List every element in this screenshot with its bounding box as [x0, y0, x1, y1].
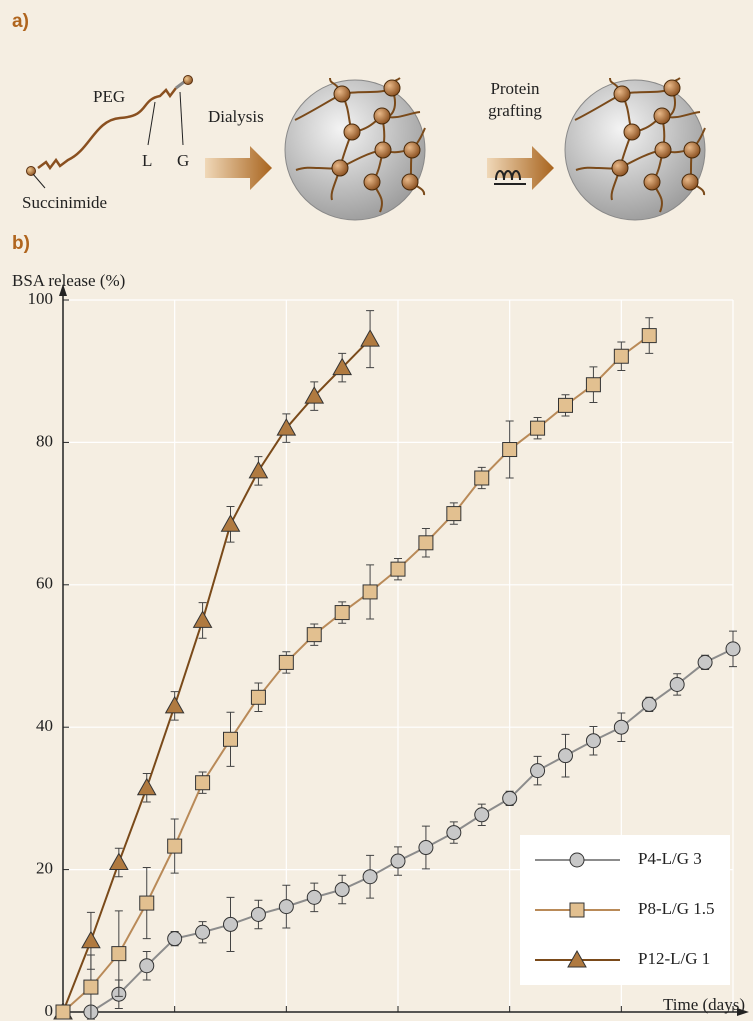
- pointer: [180, 92, 183, 145]
- marker: [391, 854, 405, 868]
- marker: [447, 826, 461, 840]
- label: Succinimide: [22, 193, 107, 212]
- marker: [503, 791, 517, 805]
- marker: [531, 764, 545, 778]
- marker: [196, 925, 210, 939]
- panel-label: b): [12, 233, 30, 254]
- legend-label: P4-L/G 3: [638, 849, 702, 868]
- series: [54, 311, 379, 1019]
- panel-label: a): [12, 11, 29, 32]
- marker: [56, 1005, 70, 1019]
- marker: [559, 749, 573, 763]
- y-tick-label: 0: [45, 1001, 54, 1020]
- marker: [224, 732, 238, 746]
- x-tick-label: 4: [170, 1017, 179, 1021]
- marker: [614, 349, 628, 363]
- marker: [84, 980, 98, 994]
- marker: [391, 562, 405, 576]
- marker: [559, 398, 573, 412]
- marker: [335, 883, 349, 897]
- marker: [570, 853, 584, 867]
- marker: [363, 870, 377, 884]
- x-tick-label: 24: [725, 1017, 743, 1021]
- x-tick-label: 20: [613, 1017, 630, 1021]
- page: a) PEG L G Succinimide Dialysis Protein …: [0, 0, 753, 1021]
- y-tick-label: 20: [36, 859, 53, 878]
- marker: [279, 900, 293, 914]
- label: PEG: [93, 87, 125, 106]
- legend-label: P8-L/G 1.5: [638, 899, 715, 918]
- y-tick-label: 60: [36, 574, 53, 593]
- y-tick-label: 80: [36, 431, 53, 450]
- marker: [140, 896, 154, 910]
- marker: [110, 853, 128, 869]
- succinimide-end: [27, 167, 36, 176]
- marker: [307, 628, 321, 642]
- marker: [642, 329, 656, 343]
- marker: [196, 776, 210, 790]
- label: L: [142, 151, 152, 170]
- x-tick-label: 8: [282, 1017, 291, 1021]
- marker: [670, 677, 684, 691]
- marker: [279, 655, 293, 669]
- marker: [140, 959, 154, 973]
- marker: [614, 720, 628, 734]
- label: Dialysis: [208, 107, 264, 126]
- marker: [447, 507, 461, 521]
- marker: [419, 841, 433, 855]
- marker: [82, 932, 100, 948]
- marker: [503, 443, 517, 457]
- marker: [475, 471, 489, 485]
- marker: [363, 585, 377, 599]
- marker: [726, 642, 740, 656]
- y-tick-label: 40: [36, 716, 53, 735]
- marker: [138, 779, 156, 795]
- marker: [586, 378, 600, 392]
- marker: [361, 330, 379, 346]
- g-end: [184, 76, 193, 85]
- marker: [194, 611, 212, 627]
- panel-a: a) PEG L G Succinimide Dialysis Protein …: [12, 11, 705, 254]
- label: G: [177, 151, 189, 170]
- label: grafting: [488, 101, 542, 120]
- marker: [222, 515, 240, 531]
- marker: [112, 947, 126, 961]
- marker: [698, 655, 712, 669]
- label: Protein: [490, 79, 540, 98]
- marker: [166, 697, 184, 713]
- marker: [419, 536, 433, 550]
- x-tick-label: 12: [390, 1017, 407, 1021]
- series-line: [63, 339, 370, 1012]
- marker: [531, 421, 545, 435]
- polymer-end: [176, 82, 184, 88]
- marker: [335, 606, 349, 620]
- marker: [249, 462, 267, 478]
- marker: [168, 932, 182, 946]
- marker: [224, 917, 238, 931]
- arrow: [205, 146, 272, 190]
- legend-label: P12-L/G 1: [638, 949, 710, 968]
- pointer: [33, 174, 45, 188]
- pointer: [148, 102, 155, 145]
- y-axis-label: BSA release (%): [12, 271, 125, 290]
- marker: [307, 890, 321, 904]
- marker: [475, 808, 489, 822]
- marker: [251, 907, 265, 921]
- marker: [168, 839, 182, 853]
- x-tick-label: 16: [501, 1017, 518, 1021]
- y-tick-label: 100: [28, 289, 54, 308]
- marker: [251, 690, 265, 704]
- marker: [642, 697, 656, 711]
- marker: [586, 734, 600, 748]
- marker: [570, 903, 584, 917]
